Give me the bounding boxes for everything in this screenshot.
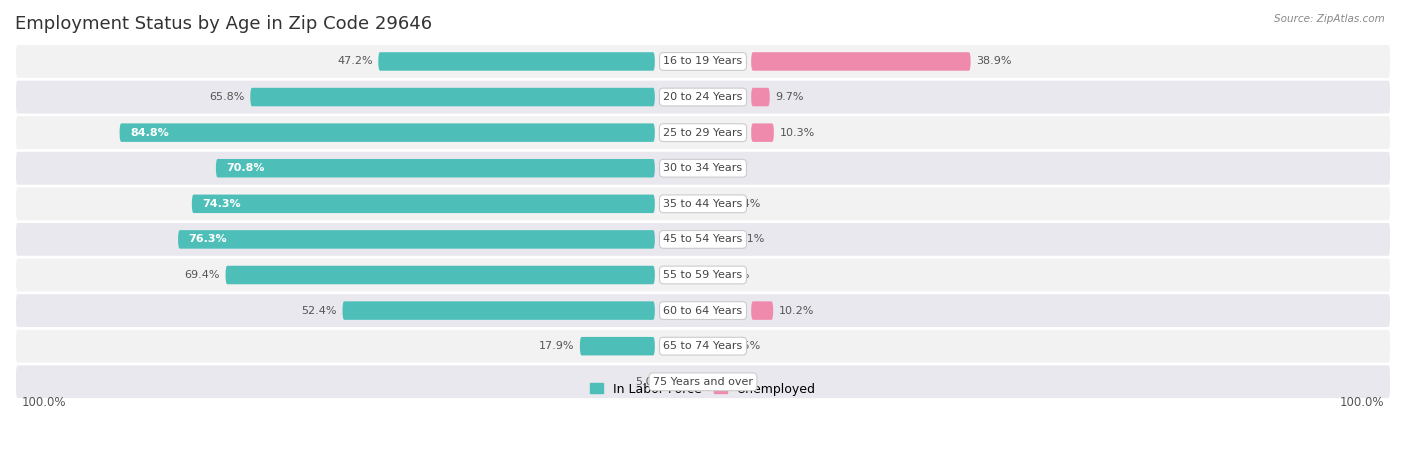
Text: 5.0%: 5.0% [636, 377, 664, 387]
Text: 47.2%: 47.2% [337, 56, 373, 66]
FancyBboxPatch shape [15, 258, 1391, 292]
FancyBboxPatch shape [751, 301, 773, 320]
Text: 16 to 19 Years: 16 to 19 Years [664, 56, 742, 66]
Text: 17.9%: 17.9% [538, 341, 574, 351]
Text: 100.0%: 100.0% [22, 396, 66, 409]
FancyBboxPatch shape [378, 52, 655, 71]
FancyBboxPatch shape [179, 230, 655, 249]
Text: 0.0%: 0.0% [709, 377, 737, 387]
FancyBboxPatch shape [15, 151, 1391, 186]
Text: 38.9%: 38.9% [976, 56, 1012, 66]
FancyBboxPatch shape [120, 124, 655, 142]
FancyBboxPatch shape [15, 115, 1391, 150]
Text: 69.4%: 69.4% [184, 270, 219, 280]
Text: 20 to 24 Years: 20 to 24 Years [664, 92, 742, 102]
Text: 70.8%: 70.8% [226, 163, 264, 173]
Text: 4.1%: 4.1% [737, 235, 765, 244]
FancyBboxPatch shape [579, 337, 655, 355]
FancyBboxPatch shape [15, 329, 1391, 364]
Text: 30 to 34 Years: 30 to 34 Years [664, 163, 742, 173]
FancyBboxPatch shape [217, 159, 655, 178]
FancyBboxPatch shape [751, 88, 769, 106]
Text: 74.3%: 74.3% [202, 199, 240, 209]
FancyBboxPatch shape [15, 364, 1391, 399]
FancyBboxPatch shape [191, 194, 655, 213]
Text: 10.3%: 10.3% [779, 128, 814, 138]
FancyBboxPatch shape [15, 222, 1391, 257]
Text: 35 to 44 Years: 35 to 44 Years [664, 199, 742, 209]
Text: 3.5%: 3.5% [733, 341, 761, 351]
Text: 1.9%: 1.9% [721, 270, 749, 280]
Text: 55 to 59 Years: 55 to 59 Years [664, 270, 742, 280]
Text: 84.8%: 84.8% [129, 128, 169, 138]
Text: 25 to 29 Years: 25 to 29 Years [664, 128, 742, 138]
FancyBboxPatch shape [751, 52, 970, 71]
FancyBboxPatch shape [15, 44, 1391, 79]
FancyBboxPatch shape [751, 124, 773, 142]
Text: Employment Status by Age in Zip Code 29646: Employment Status by Age in Zip Code 296… [15, 15, 432, 33]
Text: 65 to 74 Years: 65 to 74 Years [664, 341, 742, 351]
Text: 10.2%: 10.2% [779, 306, 814, 316]
Text: 60 to 64 Years: 60 to 64 Years [664, 306, 742, 316]
Text: 9.7%: 9.7% [775, 92, 804, 102]
FancyBboxPatch shape [225, 266, 655, 284]
Text: 100.0%: 100.0% [1340, 396, 1384, 409]
Text: Source: ZipAtlas.com: Source: ZipAtlas.com [1274, 14, 1385, 23]
Text: 65.8%: 65.8% [209, 92, 245, 102]
FancyBboxPatch shape [15, 186, 1391, 221]
Legend: In Labor Force, Unemployed: In Labor Force, Unemployed [585, 377, 821, 400]
Text: 1.7%: 1.7% [720, 163, 748, 173]
FancyBboxPatch shape [15, 80, 1391, 115]
Text: 75 Years and over: 75 Years and over [652, 377, 754, 387]
Text: 45 to 54 Years: 45 to 54 Years [664, 235, 742, 244]
FancyBboxPatch shape [15, 293, 1391, 328]
FancyBboxPatch shape [343, 301, 655, 320]
Text: 52.4%: 52.4% [301, 306, 337, 316]
Text: 76.3%: 76.3% [188, 235, 226, 244]
FancyBboxPatch shape [250, 88, 655, 106]
Text: 3.4%: 3.4% [733, 199, 761, 209]
